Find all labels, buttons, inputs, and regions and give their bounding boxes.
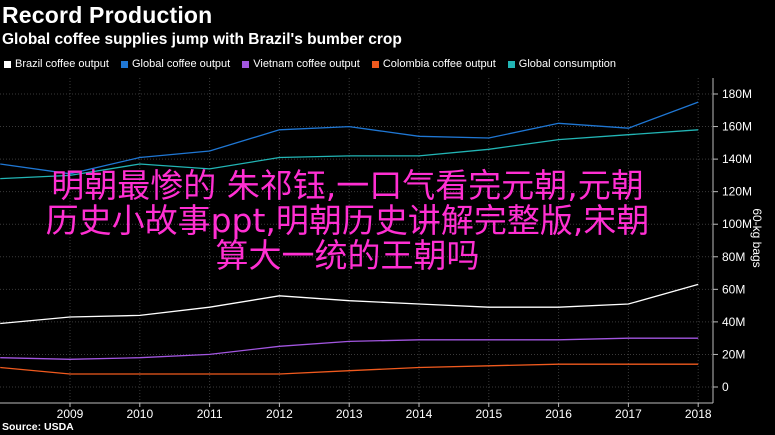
x-tick-label: 2015 — [475, 407, 502, 421]
watermark-overlay-text: 明朝最惨的 朱祁钰,一口气看完元朝,元朝 历史小故事ppt,明朝历史讲解完整版,… — [0, 168, 695, 273]
legend-label-global-output: Global coffee output — [131, 58, 231, 70]
x-tick-label: 2017 — [615, 407, 642, 421]
series-line-global-coffee-output — [0, 101, 699, 175]
legend-swatch-colombia — [371, 60, 379, 68]
y-tick-label: 180M — [722, 87, 752, 101]
series-line-global-consumption — [0, 129, 699, 180]
x-tick-label: 2011 — [197, 407, 223, 421]
legend-label-colombia: Colombia coffee output — [382, 58, 496, 70]
y-tick-label: 120M — [722, 185, 752, 199]
legend-item-colombia: Colombia coffee output — [371, 58, 496, 70]
y-tick-label: 20M — [722, 347, 745, 361]
legend: Brazil coffee output Global coffee outpu… — [4, 58, 616, 70]
y-axis-label: 60-kg bags — [750, 208, 764, 268]
series-line-colombia-coffee-output — [0, 363, 699, 375]
y-tick-label: 40M — [722, 315, 745, 329]
x-tick-label: 2018 — [685, 407, 712, 421]
legend-swatch-vietnam — [242, 60, 250, 68]
legend-swatch-global-consumption — [507, 60, 515, 68]
overlay-line-3: 算大一统的王朝吗 — [215, 236, 480, 275]
x-tick-label: 2012 — [266, 407, 293, 421]
y-tick-label: 100M — [722, 217, 752, 231]
legend-swatch-global-output — [120, 60, 128, 68]
legend-label-vietnam: Vietnam coffee output — [253, 58, 360, 70]
y-tick-label: 0 — [722, 380, 729, 394]
series-line-vietnam-coffee-output — [0, 337, 699, 360]
legend-label-brazil: Brazil coffee output — [15, 58, 109, 70]
legend-item-global-output: Global coffee output — [120, 58, 231, 70]
legend-item-vietnam: Vietnam coffee output — [242, 58, 360, 70]
source-note: Source: USDA — [2, 421, 74, 433]
y-tick-label: 60M — [722, 282, 745, 296]
legend-label-global-consumption: Global consumption — [518, 58, 617, 70]
legend-item-global-consumption: Global consumption — [507, 58, 617, 70]
legend-item-brazil: Brazil coffee output — [4, 58, 109, 70]
y-tick-label: 160M — [722, 120, 752, 134]
overlay-line-1: 明朝最惨的 朱祁钰,一口气看完元朝,元朝 — [51, 166, 644, 205]
chart-subtitle: Global coffee supplies jump with Brazil'… — [2, 31, 402, 48]
legend-swatch-brazil — [4, 60, 11, 68]
y-tick-label: 140M — [722, 152, 752, 166]
overlay-line-2: 历史小故事ppt,明朝历史讲解完整版,宋朝 — [45, 201, 650, 240]
x-tick-label: 2014 — [406, 407, 433, 421]
x-tick-label: 2016 — [545, 407, 572, 421]
x-tick-label: 2010 — [126, 407, 153, 421]
series-line-brazil-coffee-output — [0, 283, 699, 325]
y-tick-label: 80M — [722, 250, 745, 264]
x-tick-label: 2009 — [57, 407, 84, 421]
chart-title: Record Production — [2, 2, 213, 28]
x-tick-label: 2013 — [336, 407, 363, 421]
